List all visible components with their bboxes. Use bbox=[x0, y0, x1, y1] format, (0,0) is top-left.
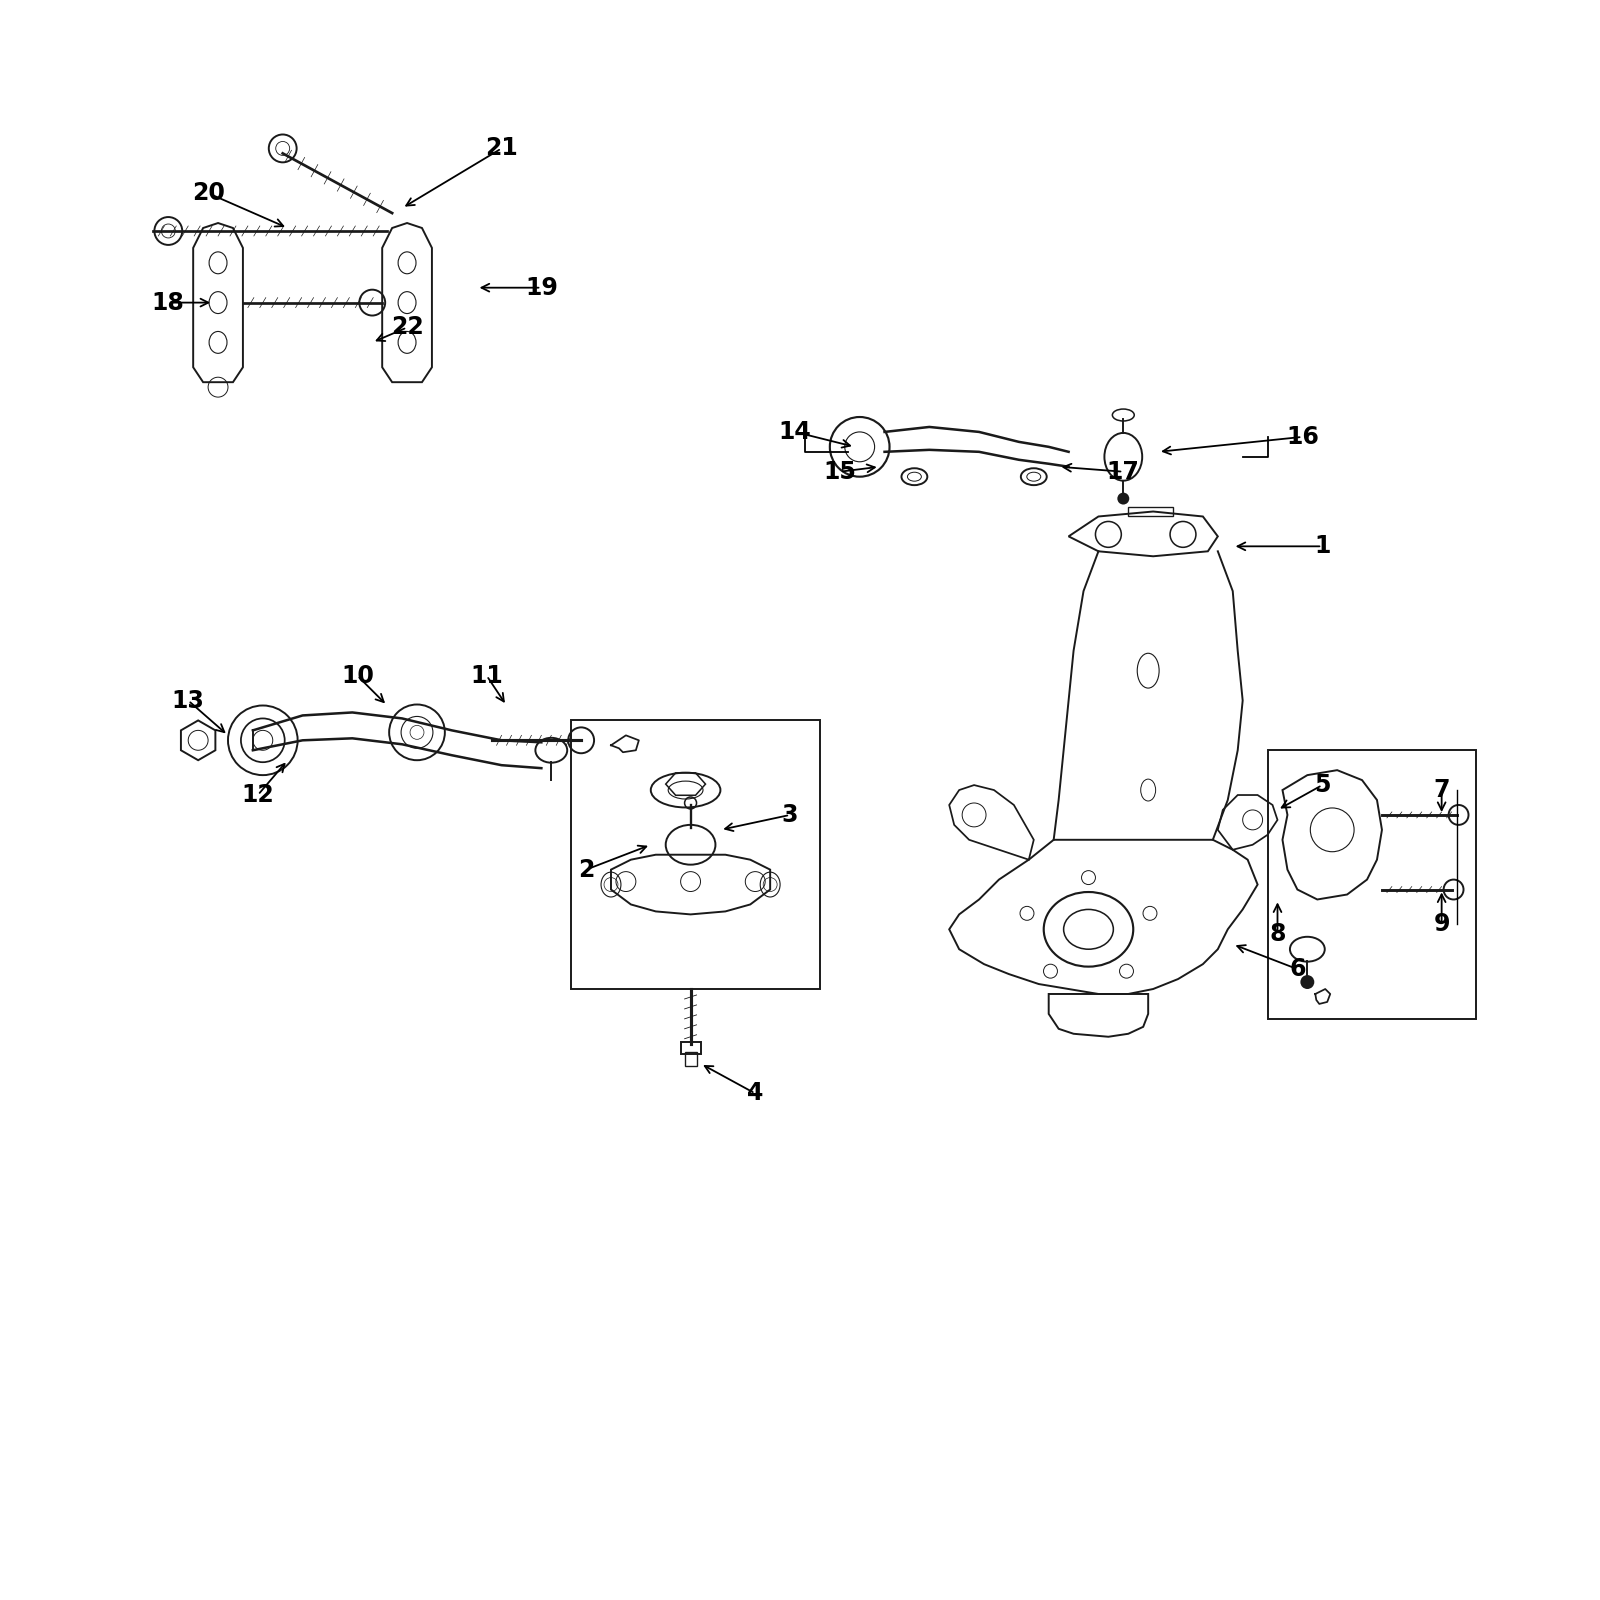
Text: 5: 5 bbox=[1314, 773, 1331, 797]
Text: 11: 11 bbox=[470, 664, 502, 688]
Text: 17: 17 bbox=[1107, 459, 1139, 483]
Text: 16: 16 bbox=[1286, 426, 1318, 450]
Text: 20: 20 bbox=[192, 181, 224, 205]
Text: 2: 2 bbox=[578, 858, 594, 882]
Text: 1: 1 bbox=[1314, 534, 1331, 558]
Circle shape bbox=[1117, 493, 1130, 504]
Text: 4: 4 bbox=[747, 1082, 763, 1106]
Text: 19: 19 bbox=[525, 275, 558, 299]
Bar bbox=[571, 720, 819, 989]
Text: 13: 13 bbox=[171, 688, 205, 712]
Text: 22: 22 bbox=[390, 315, 424, 339]
Text: 8: 8 bbox=[1269, 922, 1286, 946]
Text: 18: 18 bbox=[152, 291, 184, 315]
Text: 3: 3 bbox=[782, 803, 798, 827]
Text: 12: 12 bbox=[242, 782, 274, 806]
Text: 21: 21 bbox=[485, 136, 518, 160]
Bar bbox=[685, 1051, 696, 1066]
Bar bbox=[1267, 750, 1477, 1019]
Circle shape bbox=[1301, 974, 1314, 989]
Text: 14: 14 bbox=[779, 419, 811, 443]
Text: 7: 7 bbox=[1434, 778, 1450, 802]
Text: 6: 6 bbox=[1290, 957, 1306, 981]
Bar bbox=[1128, 507, 1173, 517]
Bar bbox=[680, 1042, 701, 1054]
Text: 10: 10 bbox=[341, 664, 374, 688]
Text: 15: 15 bbox=[824, 459, 856, 483]
Text: 9: 9 bbox=[1434, 912, 1450, 936]
